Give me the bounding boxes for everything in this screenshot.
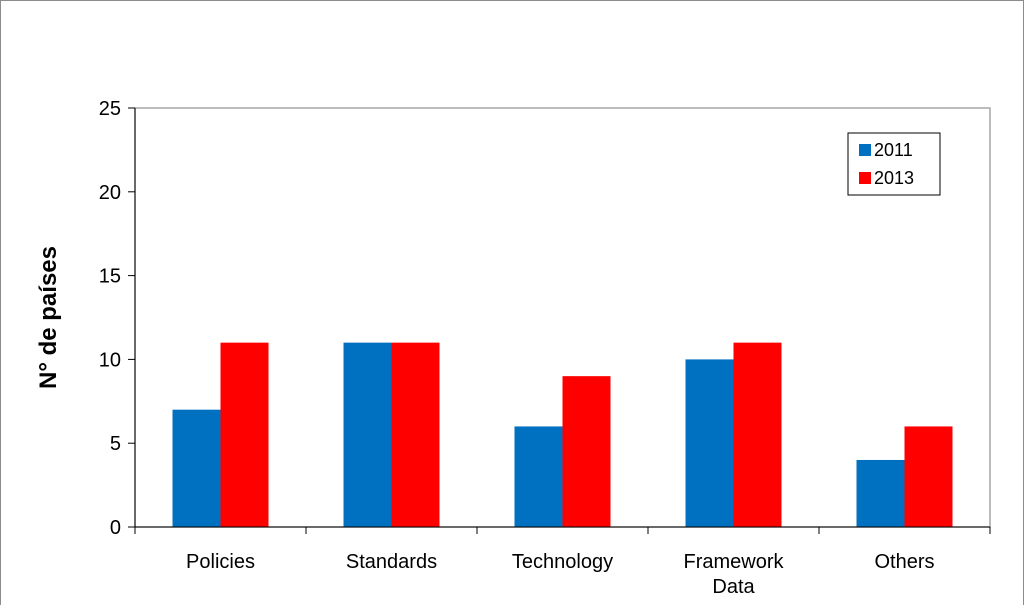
legend-label-2011: 2011 — [874, 140, 913, 160]
x-tick-label: Others — [874, 551, 934, 573]
y-tick-label: 10 — [99, 349, 121, 371]
y-tick-label: 20 — [99, 182, 121, 204]
bar-2013-0 — [220, 342, 269, 527]
bar-2011-0 — [172, 409, 221, 527]
legend-box — [847, 132, 941, 196]
bar-2013-2 — [562, 376, 611, 527]
bar-2013-1 — [391, 342, 440, 527]
y-tick-label: 25 — [99, 98, 121, 120]
bars — [172, 342, 953, 527]
x-tick-label: Standards — [346, 551, 437, 573]
y-tick-label: 5 — [110, 433, 121, 455]
bar-2011-2 — [514, 426, 563, 527]
legend-swatch-2013 — [859, 172, 871, 184]
x-tick-label: Policies — [186, 551, 255, 573]
x-tick-label: Technology — [512, 551, 613, 573]
axes: 0 5 10 15 20 25 Policies Standards Technology Fra… — [99, 98, 991, 598]
legend-label-2013: 2013 — [874, 168, 914, 188]
x-tick-label: Framework Data — [683, 551, 784, 598]
bar-2011-3 — [685, 359, 734, 527]
legend: 2011 2013 — [847, 132, 941, 196]
y-axis-label: N° de países — [35, 246, 62, 389]
bar-2013-3 — [733, 342, 782, 527]
y-tick-label: 0 — [110, 517, 121, 539]
y-tick-label: 15 — [99, 266, 121, 288]
bar-2011-1 — [343, 342, 392, 527]
legend-swatch-2011 — [859, 144, 871, 156]
bar-2013-4 — [904, 426, 953, 527]
bar-2011-4 — [856, 459, 905, 527]
